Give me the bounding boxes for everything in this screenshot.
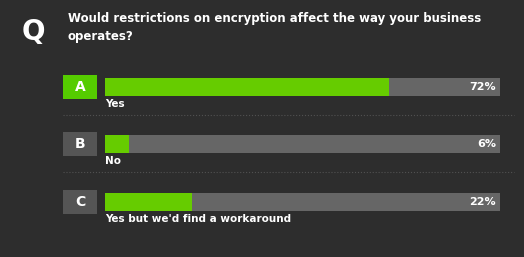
FancyBboxPatch shape xyxy=(105,78,500,96)
Text: No: No xyxy=(105,156,121,166)
Text: 22%: 22% xyxy=(470,197,496,207)
FancyBboxPatch shape xyxy=(63,190,97,214)
FancyBboxPatch shape xyxy=(105,135,129,153)
Text: C: C xyxy=(75,195,85,209)
Text: 72%: 72% xyxy=(470,82,496,92)
Text: A: A xyxy=(74,80,85,94)
FancyBboxPatch shape xyxy=(63,75,97,99)
Text: Would restrictions on encryption affect the way your business: Would restrictions on encryption affect … xyxy=(68,12,481,25)
Text: operates?: operates? xyxy=(68,30,134,43)
Text: Q: Q xyxy=(22,18,46,46)
Text: 6%: 6% xyxy=(477,139,496,149)
Text: Yes: Yes xyxy=(105,99,125,109)
FancyBboxPatch shape xyxy=(105,135,500,153)
FancyBboxPatch shape xyxy=(63,132,97,156)
FancyBboxPatch shape xyxy=(105,193,192,211)
FancyBboxPatch shape xyxy=(105,78,389,96)
Text: Yes but we'd find a workaround: Yes but we'd find a workaround xyxy=(105,214,291,224)
Text: B: B xyxy=(75,137,85,151)
FancyBboxPatch shape xyxy=(105,193,500,211)
